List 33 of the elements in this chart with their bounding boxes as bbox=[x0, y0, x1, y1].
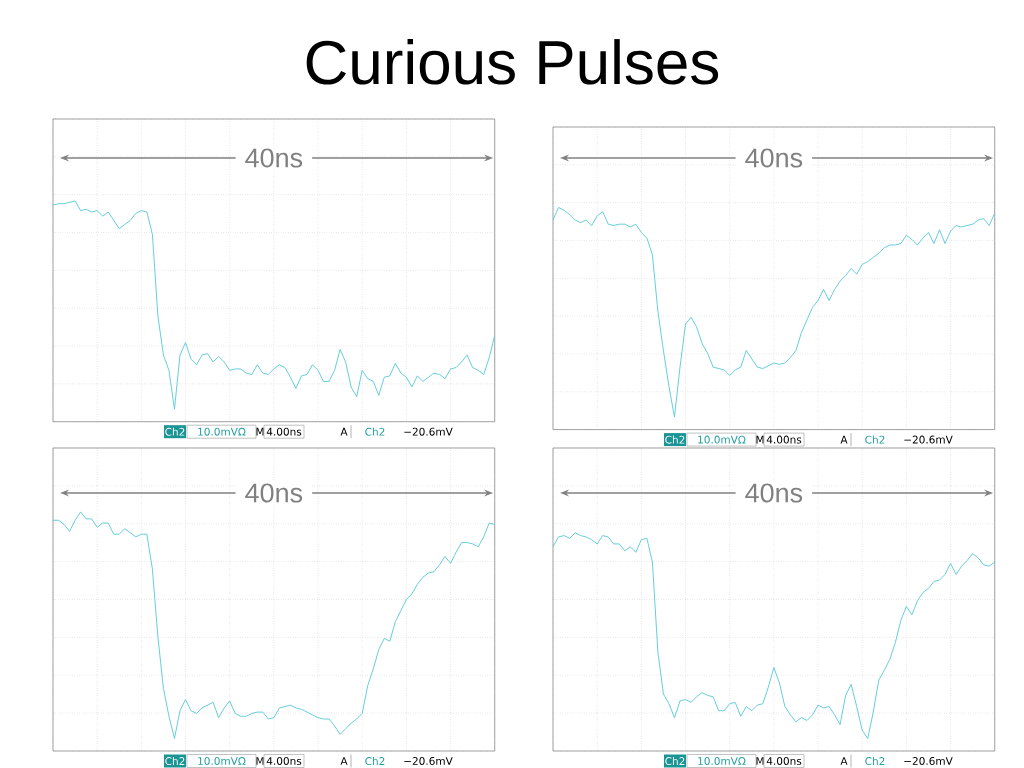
text: Ch2 bbox=[865, 435, 885, 444]
text: Ch2 bbox=[365, 427, 385, 436]
text: 4.00ns bbox=[766, 757, 802, 765]
text: M bbox=[756, 757, 764, 765]
text: A bbox=[340, 427, 348, 436]
text: 40ns bbox=[745, 483, 803, 503]
text: 10.0mVΩ bbox=[698, 757, 746, 765]
text: A bbox=[840, 757, 848, 765]
text: 4.00ns bbox=[766, 435, 802, 444]
text: Ch2 bbox=[665, 435, 685, 444]
text: Ch2 bbox=[165, 427, 185, 436]
text: 40ns bbox=[245, 148, 303, 168]
text: Ch2 bbox=[665, 756, 685, 766]
text: 40ns bbox=[745, 148, 803, 168]
chart-title: Curious Pulses bbox=[306, 39, 719, 85]
text: 10.0mVΩ bbox=[198, 757, 246, 765]
text: 40ns bbox=[245, 483, 303, 503]
text: 10.0mVΩ bbox=[198, 427, 246, 436]
text: Ch2 bbox=[365, 756, 385, 766]
text: 4.00ns bbox=[266, 757, 302, 765]
text: M bbox=[256, 427, 264, 436]
text: Ch2 bbox=[865, 756, 885, 766]
text: A bbox=[840, 435, 848, 444]
text: −20.6mV bbox=[404, 757, 453, 765]
text: M bbox=[756, 435, 764, 444]
text: 4.00ns bbox=[266, 427, 302, 436]
text: 10.0mVΩ bbox=[698, 435, 746, 444]
text: −20.6mV bbox=[904, 435, 953, 444]
text: Ch2 bbox=[165, 756, 185, 766]
text: A bbox=[340, 757, 348, 765]
text: −20.6mV bbox=[404, 427, 453, 436]
text: M bbox=[256, 757, 264, 765]
text: −20.6mV bbox=[904, 757, 953, 765]
